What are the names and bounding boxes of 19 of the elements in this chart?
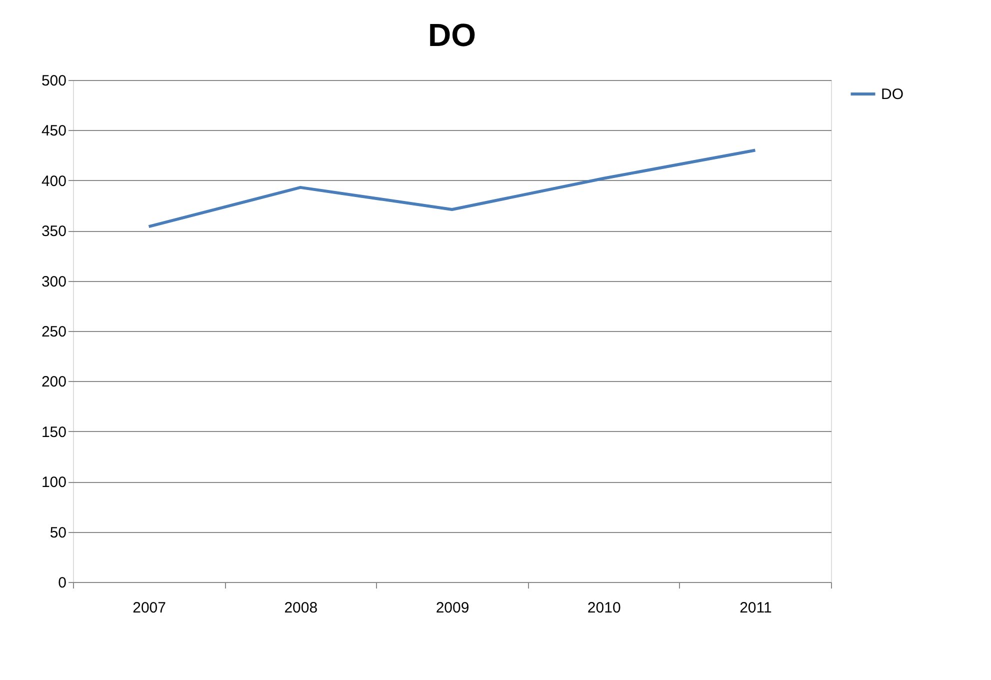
x-tick-label: 2011 [740,600,772,616]
x-tick-label: 2010 [587,600,621,616]
y-tick-label: 350 [41,223,66,240]
y-tick-label: 100 [41,474,66,492]
x-tick-label: 2008 [284,600,318,616]
y-tick-label: 250 [41,324,66,340]
line-series [147,148,757,228]
y-tick-label: 0 [58,574,66,592]
legend-label: DO [881,86,904,103]
y-tick-label: 500 [41,72,66,90]
y-tick-label: 50 [50,524,66,542]
y-tick-label: 450 [41,122,66,140]
x-tick-label: 2009 [436,600,470,616]
y-tick-label: 300 [41,273,66,290]
y-tick-label: 400 [41,172,66,190]
chart-title: DO [428,17,476,53]
y-tick-label: 150 [41,424,66,441]
y-tick-label: 200 [41,374,66,391]
x-tick-label: 2007 [132,600,166,616]
